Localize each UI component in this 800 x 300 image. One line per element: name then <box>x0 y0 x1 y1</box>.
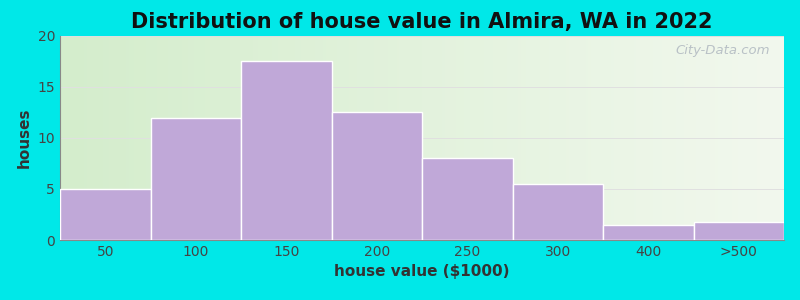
Bar <box>603 225 694 240</box>
Bar <box>422 158 513 240</box>
Y-axis label: houses: houses <box>17 108 32 168</box>
Bar <box>150 118 241 240</box>
Bar <box>694 222 784 240</box>
Bar <box>241 61 331 240</box>
X-axis label: house value ($1000): house value ($1000) <box>334 264 510 279</box>
Bar <box>513 184 603 240</box>
Title: Distribution of house value in Almira, WA in 2022: Distribution of house value in Almira, W… <box>131 12 713 32</box>
Bar <box>331 112 422 240</box>
Bar <box>60 189 150 240</box>
Text: City-Data.com: City-Data.com <box>675 44 770 57</box>
